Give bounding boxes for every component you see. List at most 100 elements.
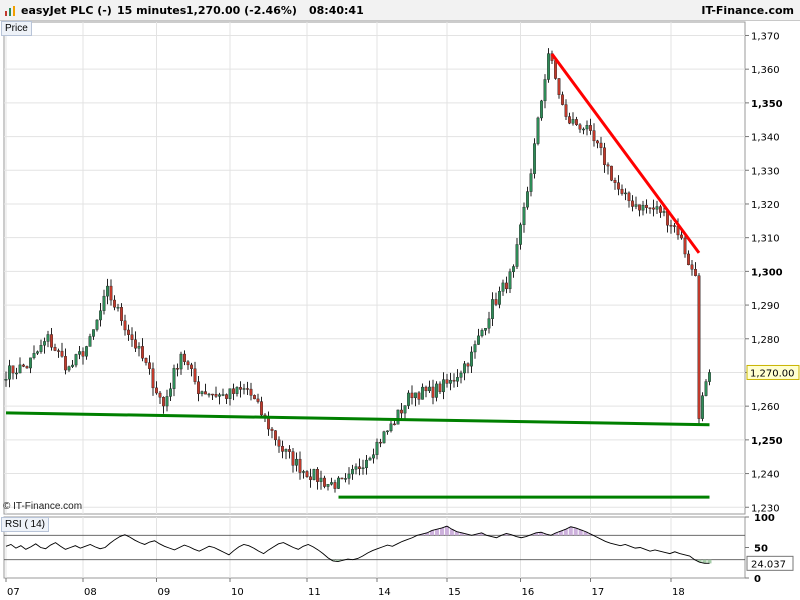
candle-body bbox=[396, 409, 400, 425]
candle-body bbox=[344, 478, 347, 480]
candle-body bbox=[50, 334, 53, 348]
last-quote: 1,270.00 (-2.46%) bbox=[186, 4, 297, 17]
candle-body bbox=[526, 191, 529, 208]
axes: 1,2301,2401,2501,2601,2701,2801,2901,300… bbox=[5, 31, 800, 598]
candle-body bbox=[697, 275, 701, 419]
candle-body bbox=[648, 207, 652, 209]
candle-body bbox=[470, 351, 473, 367]
candle-body bbox=[200, 391, 204, 395]
candle-body bbox=[417, 392, 421, 400]
candle-body bbox=[204, 391, 207, 395]
candle-body bbox=[15, 372, 18, 375]
candle-body bbox=[410, 392, 414, 399]
trendline-support-upper bbox=[5, 411, 710, 427]
candle-body bbox=[683, 237, 687, 255]
candle-body bbox=[610, 165, 613, 181]
x-tick-label: 18 bbox=[672, 587, 685, 598]
candle-body bbox=[144, 358, 148, 363]
candle-body bbox=[662, 211, 666, 213]
candle-body bbox=[281, 445, 284, 452]
candle-body bbox=[438, 383, 442, 393]
price-candles bbox=[4, 48, 711, 493]
last-price-label: 1,270.00 bbox=[750, 368, 795, 379]
candle-body bbox=[473, 344, 477, 353]
candle-body bbox=[596, 140, 599, 144]
candle-body bbox=[456, 377, 459, 382]
rsi-tick-label: 100 bbox=[754, 513, 775, 524]
candle-body bbox=[554, 60, 557, 79]
price-panel-label: Price bbox=[1, 21, 32, 36]
candle-body bbox=[228, 388, 232, 399]
candle-body bbox=[704, 381, 708, 396]
candle-body bbox=[274, 430, 277, 441]
candle-body bbox=[74, 354, 78, 366]
candle-body bbox=[127, 329, 130, 335]
candle-body bbox=[547, 53, 550, 80]
candle-body bbox=[690, 264, 694, 270]
candle-body bbox=[316, 469, 319, 482]
candle-body bbox=[347, 473, 351, 479]
candle-body bbox=[130, 334, 134, 340]
candle-body bbox=[540, 100, 543, 119]
candle-body bbox=[340, 477, 344, 480]
price-tick-label: 1,310 bbox=[751, 234, 780, 245]
candle-body bbox=[39, 345, 43, 352]
candle-body bbox=[151, 368, 155, 389]
candle-body bbox=[43, 341, 46, 346]
candle-body bbox=[386, 430, 389, 433]
candle-body bbox=[536, 117, 540, 144]
candle-body bbox=[284, 449, 288, 452]
candle-body bbox=[113, 299, 116, 308]
candle-body bbox=[92, 329, 95, 337]
candle-body bbox=[599, 142, 603, 148]
candle-body bbox=[613, 180, 617, 183]
candle-body bbox=[442, 379, 445, 393]
candle-body bbox=[603, 147, 606, 165]
last-price-box bbox=[746, 364, 800, 380]
candle-body bbox=[249, 388, 253, 396]
x-tick-label: 07 bbox=[7, 587, 20, 598]
candle-body bbox=[428, 386, 431, 392]
candle-body bbox=[81, 351, 85, 357]
candle-body bbox=[494, 299, 498, 305]
candle-body bbox=[617, 182, 620, 190]
candle-body bbox=[207, 393, 211, 396]
chart-header: easyJet PLC (-) 15 minutes 1,270.00 (-2.… bbox=[0, 0, 800, 21]
candle-body bbox=[298, 458, 302, 473]
candle-body bbox=[372, 454, 375, 459]
chart-icon[interactable] bbox=[4, 4, 16, 16]
candle-body bbox=[330, 482, 333, 485]
candle-body bbox=[435, 383, 438, 398]
trendline-resistance bbox=[550, 53, 701, 254]
candle-body bbox=[589, 125, 592, 131]
candle-body bbox=[641, 204, 645, 211]
candle-body bbox=[424, 386, 428, 392]
candle-body bbox=[190, 364, 193, 369]
candle-body bbox=[561, 94, 564, 105]
candle-body bbox=[452, 379, 456, 382]
candle-body bbox=[176, 368, 179, 370]
candle-body bbox=[708, 372, 711, 382]
candle-body bbox=[477, 335, 480, 345]
candle-body bbox=[214, 393, 218, 397]
candle-body bbox=[571, 119, 575, 124]
candle-body bbox=[256, 398, 260, 402]
candle-body bbox=[305, 471, 309, 477]
candle-body bbox=[431, 386, 435, 398]
candle-body bbox=[638, 204, 641, 211]
rsi-panel-label: RSI ( 14) bbox=[1, 517, 50, 532]
candle-body bbox=[162, 397, 165, 407]
candle-body bbox=[659, 206, 662, 213]
candle-body bbox=[645, 204, 648, 208]
candle-body bbox=[109, 285, 113, 301]
candle-body bbox=[585, 125, 589, 130]
candle-body bbox=[354, 466, 358, 470]
candle-body bbox=[522, 206, 526, 226]
candle-body bbox=[32, 353, 36, 359]
candle-body bbox=[564, 104, 568, 117]
candle-body bbox=[365, 459, 368, 469]
candle-body bbox=[211, 393, 214, 396]
candle-body bbox=[29, 357, 32, 369]
candle-body bbox=[57, 350, 60, 352]
